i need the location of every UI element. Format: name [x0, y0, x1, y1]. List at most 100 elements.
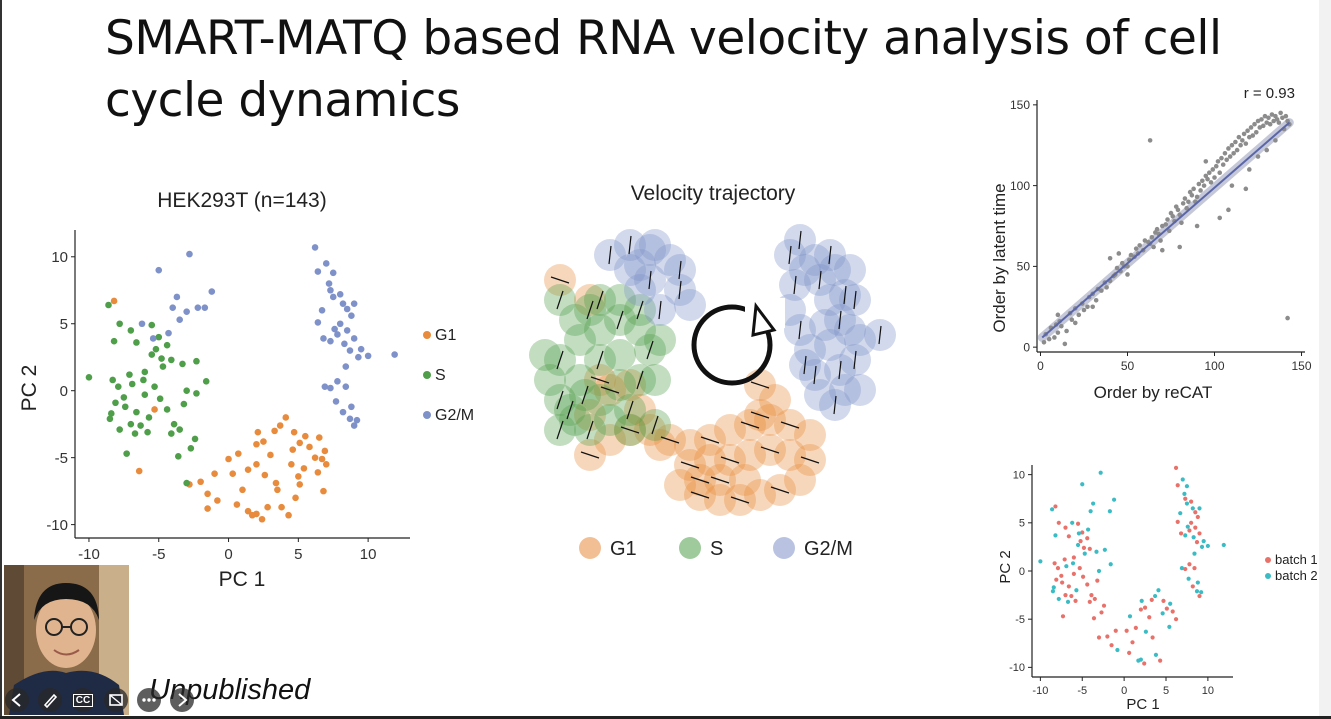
legend-marker — [679, 537, 701, 559]
data-point — [248, 511, 256, 519]
data-point — [1104, 285, 1109, 290]
data-point — [1127, 614, 1133, 619]
data-point — [329, 269, 337, 277]
data-point — [1163, 222, 1169, 227]
slide-bottom-border — [0, 716, 1331, 719]
data-point — [168, 356, 175, 364]
data-point — [327, 384, 334, 392]
data-point — [1173, 617, 1179, 622]
x-tick-label: 100 — [1204, 359, 1224, 373]
data-point — [1217, 215, 1223, 221]
forward-arrow-icon[interactable] — [170, 688, 194, 712]
data-point — [254, 428, 262, 436]
data-point — [341, 340, 348, 348]
data-point — [1096, 635, 1102, 640]
pen-icon[interactable] — [38, 688, 62, 712]
data-point — [110, 337, 118, 345]
y-tick-label: 50 — [1017, 260, 1031, 274]
data-point — [1052, 335, 1057, 340]
cell-marker — [639, 229, 671, 261]
data-point — [1056, 520, 1061, 525]
data-point — [391, 351, 398, 358]
data-point — [334, 378, 341, 385]
data-point — [165, 329, 172, 337]
data-point — [152, 345, 160, 353]
closed-captions-icon[interactable]: CC — [71, 688, 95, 712]
data-point — [1072, 320, 1078, 326]
cell-marker — [744, 479, 776, 511]
data-point — [336, 320, 344, 328]
data-point — [170, 420, 178, 428]
velocity-arrow — [750, 411, 770, 419]
data-point — [135, 467, 143, 475]
data-point — [1250, 133, 1256, 138]
data-point — [1203, 159, 1209, 164]
data-point — [355, 353, 362, 361]
data-point — [327, 286, 334, 294]
data-point — [244, 466, 252, 474]
velocity-arrow — [596, 290, 604, 310]
data-point — [1089, 592, 1094, 598]
screen-icon[interactable] — [104, 688, 128, 712]
data-point — [320, 487, 327, 495]
cell-marker — [674, 289, 706, 321]
cell-marker — [789, 254, 821, 286]
data-point — [1080, 574, 1086, 579]
velocity-arrow — [843, 285, 847, 305]
data-point — [348, 403, 355, 411]
data-point — [1226, 146, 1231, 151]
data-point — [1247, 134, 1252, 140]
velocity-arrow — [710, 476, 730, 484]
legend-label: G2/M — [435, 407, 474, 424]
data-point — [1116, 251, 1122, 256]
data-point — [357, 345, 365, 353]
velocity-arrow — [853, 290, 857, 310]
data-point — [1184, 484, 1190, 489]
data-point — [1205, 176, 1210, 182]
cell-marker — [624, 274, 656, 306]
cell-marker — [814, 284, 846, 316]
velocity-arrow — [720, 456, 740, 464]
data-point — [1081, 307, 1087, 313]
cell-marker — [584, 314, 616, 346]
velocity-arrow — [798, 320, 802, 340]
x-axis-label: PC 1 — [219, 568, 266, 590]
more-icon[interactable] — [137, 688, 161, 712]
data-point — [1056, 596, 1061, 602]
data-point — [1183, 566, 1188, 572]
data-point — [1053, 533, 1058, 538]
y-axis-label: PC 2 — [18, 365, 41, 412]
data-point — [1285, 315, 1290, 321]
data-point — [1255, 118, 1261, 124]
data-point — [148, 351, 156, 358]
velocity-arrow — [690, 476, 710, 484]
data-point — [140, 376, 147, 384]
data-point — [1253, 130, 1259, 135]
back-arrow-icon[interactable] — [5, 688, 29, 712]
data-point — [260, 438, 267, 445]
velocity-arrow — [556, 350, 564, 370]
cell-marker — [829, 374, 861, 406]
cc-label: CC — [72, 693, 94, 707]
data-point — [1075, 542, 1081, 548]
y-tick-label: 150 — [1010, 98, 1030, 112]
data-point — [348, 312, 355, 320]
data-point — [353, 416, 361, 424]
cycle-arrow-icon — [691, 298, 785, 386]
data-point — [325, 280, 333, 287]
data-point — [1138, 607, 1143, 612]
x-tick-label: -5 — [1077, 685, 1087, 697]
velocity-arrow — [586, 300, 594, 320]
cell-marker — [584, 384, 616, 416]
data-point — [1262, 113, 1268, 119]
data-point — [1189, 520, 1194, 525]
data-point — [1233, 139, 1238, 145]
data-point — [276, 422, 284, 429]
legend-label: G1 — [435, 327, 456, 344]
data-point — [163, 406, 171, 413]
data-point — [1075, 521, 1081, 526]
cell-marker — [784, 464, 816, 496]
cell-marker — [634, 414, 666, 446]
data-point — [1175, 519, 1180, 524]
